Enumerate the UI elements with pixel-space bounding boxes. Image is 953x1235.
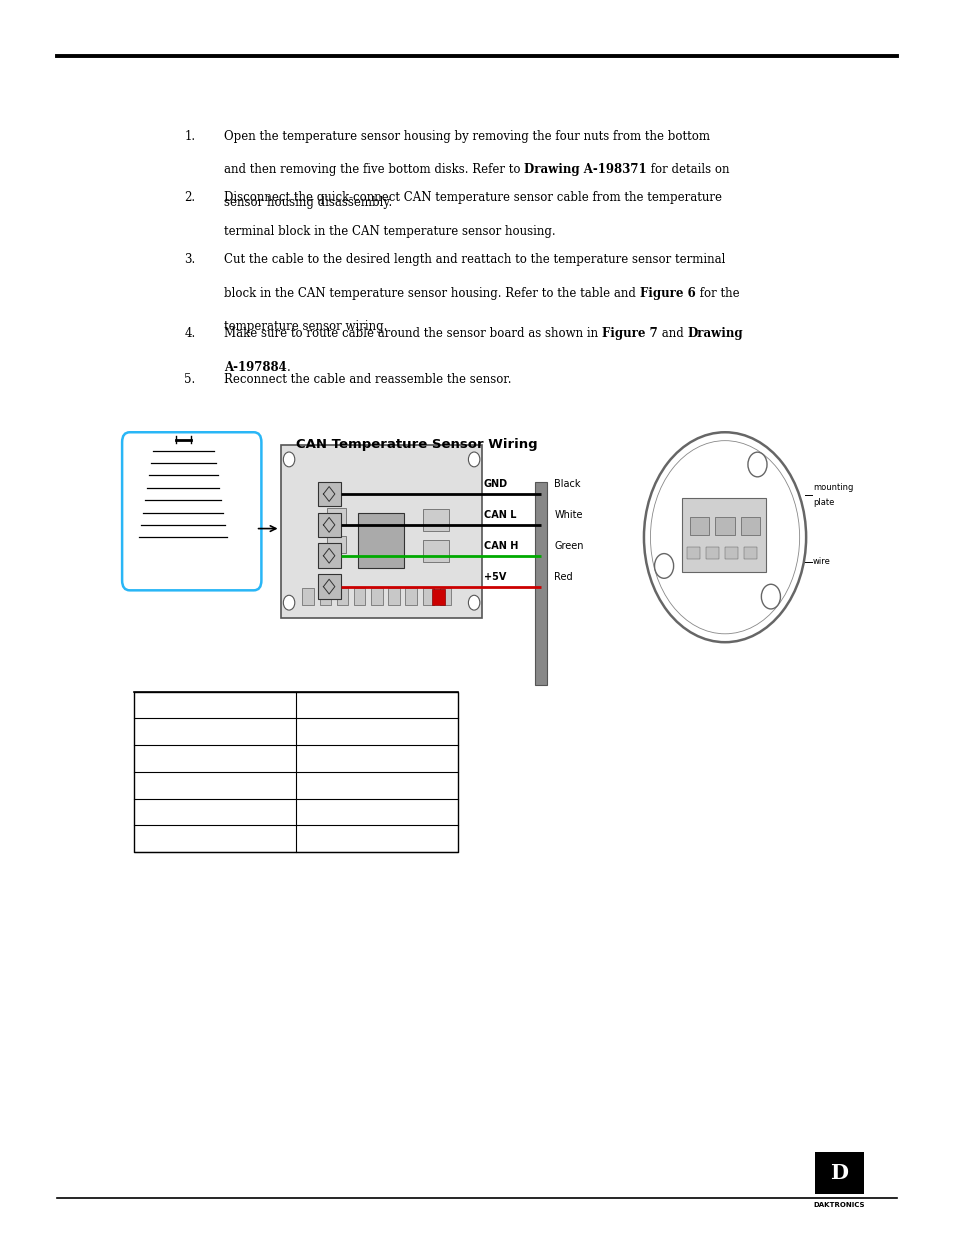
Bar xyxy=(133,692,457,852)
Text: mounting: mounting xyxy=(812,483,852,493)
Bar xyxy=(336,588,348,605)
FancyBboxPatch shape xyxy=(122,432,261,590)
Circle shape xyxy=(654,553,673,578)
Bar xyxy=(740,517,760,535)
Bar xyxy=(317,574,340,599)
Text: terminal block in the CAN temperature sensor housing.: terminal block in the CAN temperature se… xyxy=(224,225,556,238)
Text: and: and xyxy=(658,327,686,341)
Bar xyxy=(422,509,449,531)
Text: wire: wire xyxy=(812,557,830,567)
Circle shape xyxy=(760,584,780,609)
Text: D: D xyxy=(830,1163,847,1183)
Text: Red: Red xyxy=(554,572,573,582)
Text: Make sure to route cable around the sensor board as shown in: Make sure to route cable around the sens… xyxy=(224,327,601,341)
Bar xyxy=(432,589,444,605)
Bar xyxy=(814,1152,863,1194)
Bar xyxy=(327,536,346,553)
Text: sensor housing disassembly.: sensor housing disassembly. xyxy=(224,196,392,210)
Circle shape xyxy=(283,595,294,610)
Text: 4.: 4. xyxy=(184,327,195,341)
Bar xyxy=(388,588,399,605)
Text: CAN H: CAN H xyxy=(483,541,517,551)
Bar xyxy=(371,588,382,605)
Bar xyxy=(327,508,346,525)
Bar xyxy=(302,588,314,605)
Text: Figure 6: Figure 6 xyxy=(639,287,695,300)
Bar xyxy=(422,588,434,605)
Text: Drawing A-198371: Drawing A-198371 xyxy=(524,163,646,177)
Text: for the: for the xyxy=(695,287,739,300)
Text: Drawing: Drawing xyxy=(686,327,742,341)
Text: +5V: +5V xyxy=(483,572,505,582)
Circle shape xyxy=(747,452,766,477)
Text: Reconnect the cable and reassemble the sensor.: Reconnect the cable and reassemble the s… xyxy=(224,373,511,387)
Bar xyxy=(724,547,738,559)
Text: A-197884: A-197884 xyxy=(224,361,287,374)
Text: and then removing the five bottom disks. Refer to: and then removing the five bottom disks.… xyxy=(224,163,524,177)
Circle shape xyxy=(283,452,294,467)
Circle shape xyxy=(650,441,799,634)
Bar xyxy=(743,547,757,559)
Circle shape xyxy=(468,452,479,467)
Text: CAN Temperature Sensor Wiring: CAN Temperature Sensor Wiring xyxy=(295,438,537,452)
Text: 5.: 5. xyxy=(184,373,195,387)
Text: plate: plate xyxy=(812,498,833,508)
Bar xyxy=(689,517,708,535)
Bar xyxy=(705,547,719,559)
Bar xyxy=(357,513,403,568)
Bar xyxy=(354,588,365,605)
Text: White: White xyxy=(554,510,582,520)
Text: 2.: 2. xyxy=(184,191,195,205)
Bar xyxy=(534,482,547,685)
Bar xyxy=(439,588,451,605)
Text: for details on: for details on xyxy=(646,163,729,177)
Bar xyxy=(681,498,765,572)
Text: temperature sensor wiring.: temperature sensor wiring. xyxy=(224,320,387,333)
Bar xyxy=(317,482,340,506)
Text: GND: GND xyxy=(483,479,507,489)
Bar xyxy=(422,540,449,562)
Bar xyxy=(319,588,331,605)
Text: CAN L: CAN L xyxy=(483,510,516,520)
Text: Disconnect the quick-connect CAN temperature sensor cable from the temperature: Disconnect the quick-connect CAN tempera… xyxy=(224,191,721,205)
Bar xyxy=(405,588,416,605)
Text: DAKTRONICS: DAKTRONICS xyxy=(813,1203,864,1208)
Bar xyxy=(317,513,340,537)
Circle shape xyxy=(643,432,805,642)
Text: Open the temperature sensor housing by removing the four nuts from the bottom: Open the temperature sensor housing by r… xyxy=(224,130,709,143)
Text: Green: Green xyxy=(554,541,583,551)
Bar xyxy=(686,547,700,559)
Text: Figure 7: Figure 7 xyxy=(601,327,658,341)
Bar xyxy=(281,445,481,618)
Bar xyxy=(715,517,734,535)
Text: block in the CAN temperature sensor housing. Refer to the table and: block in the CAN temperature sensor hous… xyxy=(224,287,639,300)
Text: Black: Black xyxy=(554,479,580,489)
Text: 3.: 3. xyxy=(184,253,195,267)
Text: .: . xyxy=(287,361,291,374)
Text: Cut the cable to the desired length and reattach to the temperature sensor termi: Cut the cable to the desired length and … xyxy=(224,253,725,267)
Circle shape xyxy=(468,595,479,610)
Bar xyxy=(317,543,340,568)
Text: 1.: 1. xyxy=(184,130,195,143)
